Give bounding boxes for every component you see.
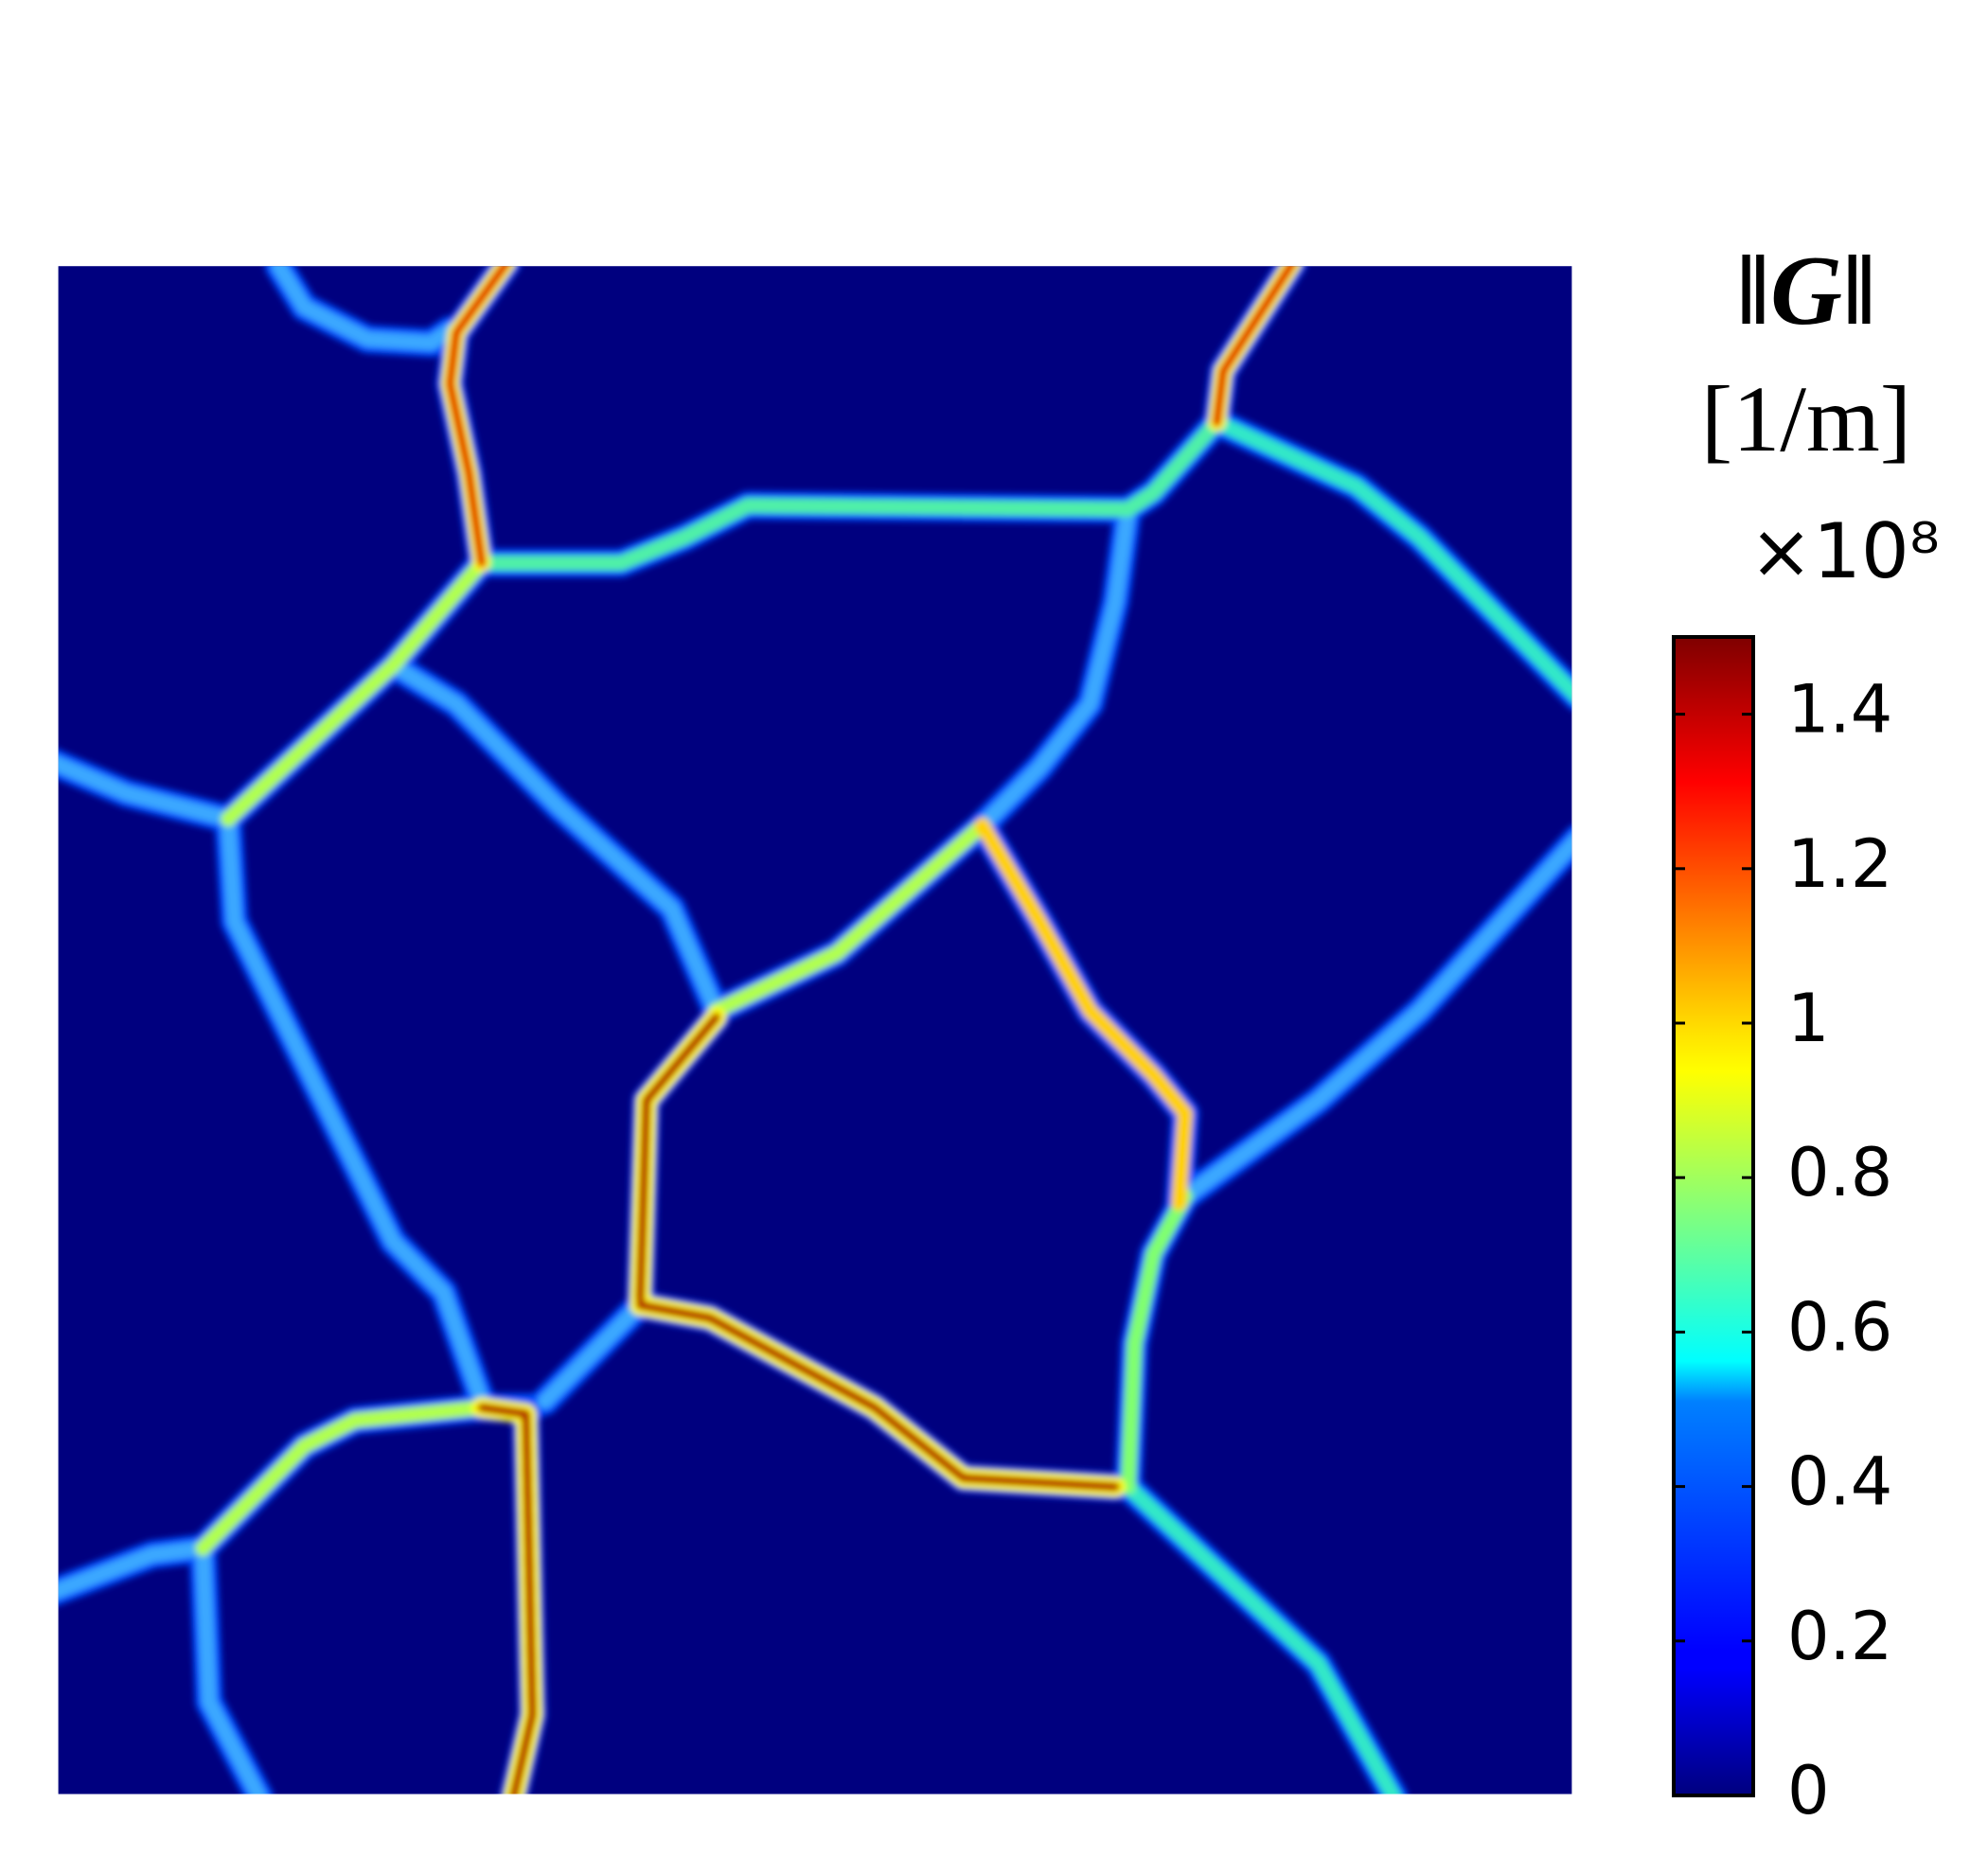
colorbar-tick-label: 1.2 bbox=[1787, 825, 1892, 903]
colorbar-tick-label: 0.2 bbox=[1787, 1598, 1892, 1675]
field-background bbox=[58, 266, 1572, 1794]
colorbar-tick-label: 0.8 bbox=[1787, 1134, 1892, 1211]
colorbar-unit: [1/m] bbox=[1701, 366, 1911, 471]
field-map bbox=[58, 266, 1572, 1794]
colorbar-tick-label: 0.4 bbox=[1787, 1443, 1892, 1521]
colorbar-tick-label: 0 bbox=[1787, 1752, 1830, 1830]
colorbar-multiplier: ×10⁸ bbox=[1749, 507, 1940, 595]
colorbar-title: ‖G‖ bbox=[1736, 235, 1876, 345]
colorbar-tick-label: 1 bbox=[1787, 980, 1830, 1057]
colorbar bbox=[1672, 635, 1755, 1797]
colorbar-tick-label: 0.6 bbox=[1787, 1288, 1892, 1366]
colorbar-tick-label: 1.4 bbox=[1787, 671, 1892, 749]
grain-boundaries bbox=[58, 266, 1572, 1794]
